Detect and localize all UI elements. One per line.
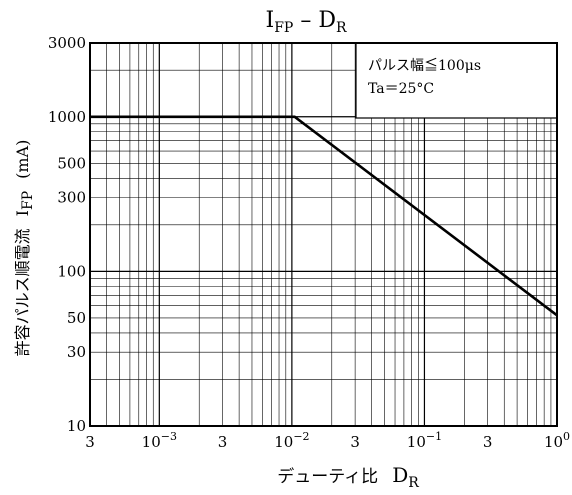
y-axis-label: 許容パルス順電流IFP(mA): [13, 140, 36, 357]
x-tick-label: 100: [544, 430, 570, 451]
x-tick-label: 3: [85, 433, 95, 451]
annotation-box: パルス幅≦100μs Ta＝25°C: [355, 42, 558, 119]
x-tick-label: 3: [483, 433, 493, 451]
y-tick-label: 1000: [48, 108, 86, 126]
annotation-line-1: パルス幅≦100μs: [368, 58, 481, 74]
y-tick-label: 500: [57, 154, 86, 172]
series-layer: [90, 115, 558, 317]
x-tick-labels: 3 10−3 3 10−2 3 10−1 3 100: [85, 430, 570, 451]
x-tick-label: 10−3: [142, 430, 177, 451]
y-tick-label: 50: [67, 309, 86, 327]
series-line: [90, 115, 558, 317]
y-tick-label: 30: [67, 343, 86, 361]
y-tick-label: 100: [57, 262, 86, 280]
x-tick-label: 10−1: [407, 430, 442, 451]
y-tick-label: 300: [57, 189, 86, 207]
x-tick-label: 3: [218, 433, 228, 451]
plot-frame: [89, 42, 558, 427]
y-tick-label: 3000: [48, 34, 86, 52]
x-axis-label: デューティ比 DR: [277, 463, 419, 491]
x-tick-label: 3: [350, 433, 360, 451]
y-tick-labels: 10 30 50 100 300 500 1000 3000: [48, 34, 86, 435]
chart-title: IFP – DR: [265, 8, 346, 36]
annotation-frame: [355, 42, 558, 119]
grid-lines: [90, 43, 557, 426]
annotation-line-2: Ta＝25°C: [368, 81, 434, 97]
x-tick-label: 10−2: [274, 430, 309, 451]
y-tick-label: 10: [67, 417, 86, 435]
